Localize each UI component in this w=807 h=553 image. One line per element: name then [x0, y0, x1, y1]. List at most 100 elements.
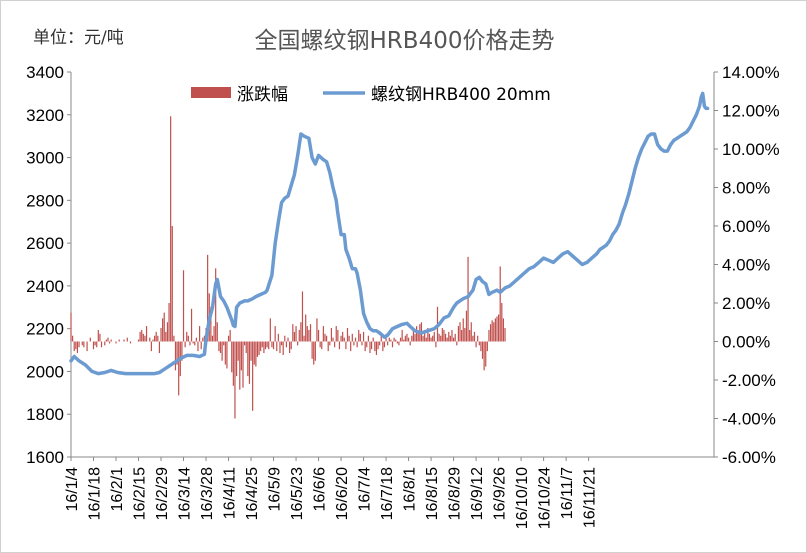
change-bar [202, 337, 204, 342]
change-bar [301, 291, 304, 342]
y-right-tick-label: -4.00% [722, 410, 776, 429]
x-tick-label: 16/9/12 [469, 467, 486, 520]
change-bar [494, 318, 496, 342]
x-tick-label: 16/5/23 [289, 467, 306, 520]
change-bar [321, 341, 323, 350]
change-bar [174, 341, 177, 371]
y-left-tick-label: 3000 [26, 149, 64, 168]
y-left-tick-label: 2200 [26, 320, 64, 339]
price-line [69, 91, 710, 376]
change-bar [316, 318, 318, 342]
change-bar [94, 341, 96, 346]
change-bar [388, 337, 390, 342]
change-bar [199, 326, 201, 342]
y-right-tick-label: 2.00% [722, 294, 770, 313]
change-bar [97, 329, 99, 342]
change-bar [149, 337, 151, 342]
change-bar [247, 341, 249, 377]
change-bar [216, 322, 218, 342]
change-bar [293, 331, 296, 342]
change-bar [483, 341, 485, 371]
change-bar [152, 339, 154, 342]
x-tick-label: 16/1/4 [64, 467, 81, 512]
change-bar [303, 335, 305, 342]
y-left-tick-label: 1600 [26, 448, 64, 467]
change-bar [364, 341, 366, 352]
change-bar [478, 341, 480, 346]
x-tick-label: 16/8/1 [402, 467, 419, 512]
change-bar [192, 341, 194, 344]
change-bar [226, 341, 228, 369]
change-bar [157, 335, 159, 342]
change-bar [469, 329, 471, 342]
change-bar [108, 341, 111, 344]
change-bar [86, 341, 88, 352]
change-bar [459, 322, 461, 342]
change-bar [264, 341, 267, 350]
change-bar [387, 341, 389, 346]
change-bar [129, 341, 132, 344]
change-bar [475, 341, 477, 348]
change-bar [290, 341, 292, 350]
change-bar [422, 335, 424, 342]
x-tick-label: 16/1/18 [87, 467, 104, 520]
change-bar [141, 329, 143, 342]
change-bar [227, 335, 230, 342]
change-bar [277, 333, 279, 342]
change-bar [425, 337, 427, 342]
x-tick-label: 16/10/10 [514, 467, 531, 529]
change-bar [224, 341, 226, 365]
change-bar [171, 226, 173, 342]
change-bar [308, 329, 310, 342]
change-bar [190, 308, 193, 342]
change-bar [354, 337, 357, 342]
change-bar [311, 341, 313, 359]
change-bar [297, 341, 299, 346]
x-tick-label: 16/3/28 [199, 467, 216, 520]
y-right-tick-label: 12.00% [722, 102, 780, 121]
change-bar [163, 312, 165, 342]
change-bar [497, 314, 500, 342]
change-bar [223, 341, 225, 346]
change-bar [428, 333, 431, 342]
change-bar [139, 331, 141, 342]
change-bar [158, 341, 161, 354]
unit-label: 单位：元/吨 [33, 28, 124, 48]
change-bar [465, 310, 468, 342]
change-bar [481, 341, 484, 359]
change-bar [414, 333, 416, 342]
legend-bar-swatch [191, 87, 231, 98]
change-bar [237, 341, 239, 361]
change-bar [250, 341, 252, 361]
change-bar [178, 341, 180, 396]
change-bar [160, 328, 162, 342]
y-right-tick-label: 14.00% [722, 63, 780, 82]
change-bar [181, 341, 183, 361]
change-bar [287, 337, 289, 342]
change-bar [358, 329, 360, 342]
change-bar [412, 329, 414, 342]
change-bar [155, 331, 157, 342]
change-bar [441, 328, 443, 342]
change-bar [284, 335, 286, 342]
change-bar [244, 341, 246, 346]
change-bar [279, 341, 281, 354]
change-bar [324, 333, 326, 342]
change-bar [123, 339, 125, 342]
change-bar [335, 326, 337, 342]
change-bar [118, 339, 120, 342]
change-bar [493, 322, 495, 342]
x-tick-label: 16/4/11 [222, 467, 239, 519]
y-right-tick-label: 0.00% [722, 333, 770, 352]
change-bar [353, 341, 355, 346]
y-right-tick-label: -2.00% [722, 371, 776, 390]
change-bar [210, 306, 212, 342]
change-bar [329, 341, 331, 346]
change-bar [403, 339, 405, 342]
x-tick-label: 16/7/4 [357, 467, 374, 512]
change-bar [477, 335, 479, 342]
change-bar [486, 341, 488, 352]
change-bar [374, 341, 376, 352]
change-bar [395, 339, 397, 342]
